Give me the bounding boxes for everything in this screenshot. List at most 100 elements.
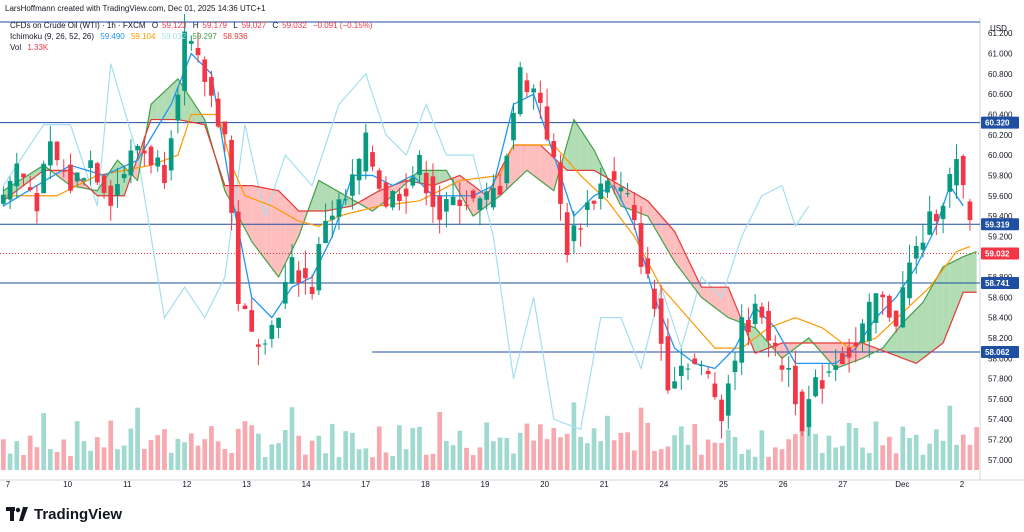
price-tick-label: 58.400 <box>988 314 1013 323</box>
candle-body <box>282 281 288 304</box>
kijun-sen-line <box>3 113 971 349</box>
candle-body <box>752 303 758 325</box>
time-tick-label: 14 <box>302 480 311 489</box>
price-tick-label: 57.200 <box>988 436 1013 445</box>
volume-bar <box>182 442 187 470</box>
ichimoku-cloud-segment <box>245 185 252 242</box>
volume-bar <box>940 440 946 470</box>
volume-label[interactable]: Vol <box>10 43 22 52</box>
candle-body <box>497 185 503 195</box>
ichimoku-cloud-segment <box>694 273 702 298</box>
symbol-name[interactable]: CFDs on Crude Oil (WTI) · 1h · FXCM <box>10 21 146 30</box>
ichimoku-tenkan-value: 59.490 <box>100 32 125 41</box>
candle-body <box>544 106 550 140</box>
volume-bar <box>235 428 241 470</box>
ichimoku-cloud-segment <box>949 260 957 327</box>
candle-body <box>115 184 120 196</box>
candle-body <box>887 295 892 318</box>
volume-bar <box>578 436 583 470</box>
candle-body <box>168 138 174 171</box>
volume-bar <box>309 440 315 470</box>
tradingview-brand[interactable]: TradingView <box>34 505 123 523</box>
candle-body <box>81 178 87 181</box>
candle-body <box>719 399 724 422</box>
candle-body <box>907 262 912 299</box>
volume-bar <box>249 425 255 470</box>
candle-body <box>430 176 436 207</box>
candle-body <box>484 191 489 200</box>
time-tick-label: 2 <box>960 480 965 489</box>
volume-bar <box>692 424 698 470</box>
candle-body <box>235 211 241 304</box>
price-tick-label: 59.600 <box>988 192 1013 201</box>
candle-body <box>611 171 617 181</box>
price-tick-label: 59.400 <box>988 212 1013 221</box>
volume-bar <box>410 427 416 470</box>
volume-bar <box>195 445 201 470</box>
candle-body <box>665 336 671 391</box>
ichimoku-label[interactable]: Ichimoku (9, 26, 52, 26) <box>10 32 95 41</box>
candle-body <box>893 310 899 327</box>
volume-bar <box>511 453 516 470</box>
volume-bar <box>766 456 771 470</box>
candle-body <box>74 172 80 182</box>
horizontal-level-label: 58.062 <box>985 348 1010 357</box>
ichimoku-cloud-segment <box>567 119 574 171</box>
volume-bar <box>81 441 87 470</box>
time-tick-label: 25 <box>719 480 728 489</box>
volume-bar <box>21 455 26 470</box>
volume-bar <box>316 435 322 470</box>
candle-body <box>269 324 275 339</box>
volume-bar <box>793 434 798 470</box>
candle-body <box>34 192 40 212</box>
volume-bar <box>61 439 67 470</box>
candle-body <box>202 59 208 82</box>
candle-body <box>477 198 483 210</box>
ichimoku-cloud-segment <box>721 287 729 318</box>
price-change: −0.091 (−0.15%) <box>312 21 373 30</box>
volume-bar <box>121 445 127 470</box>
candle-body <box>209 77 214 96</box>
candle-body <box>584 202 590 210</box>
volume-bar <box>457 430 463 470</box>
time-tick-label: 24 <box>659 480 668 489</box>
volume-bar <box>887 436 892 470</box>
ichimoku-cloud-segment <box>916 302 923 364</box>
ichimoku-cloud-segment <box>365 194 373 211</box>
candle-body <box>564 212 570 255</box>
volume-bar <box>135 407 140 470</box>
ichimoku-cloud-segment <box>728 287 735 321</box>
ichimoku-cloud-segment <box>909 309 917 364</box>
price-tick-label: 57.400 <box>988 415 1013 424</box>
ichimoku-cloud-segment <box>359 198 366 208</box>
volume-bar <box>625 432 630 470</box>
ohlc-open: O 59.123 <box>151 21 187 30</box>
price-tick-label: 60.000 <box>988 151 1013 160</box>
volume-bar <box>866 452 872 470</box>
price-tick-label: 61.000 <box>988 50 1013 59</box>
candle-body <box>21 173 26 178</box>
volume-bar <box>873 421 879 470</box>
candle-body <box>766 310 771 341</box>
horizontal-level-label: 60.320 <box>985 119 1010 128</box>
time-tick-label: 11 <box>123 480 132 489</box>
ichimoku-cloud-segment <box>164 85 172 120</box>
ichimoku-cloud-segment <box>641 197 648 217</box>
candle-body <box>826 371 832 373</box>
candle-body <box>7 180 13 200</box>
candle-body <box>47 141 53 166</box>
ichimoku-cloud-segment <box>23 173 31 186</box>
candle-body <box>631 205 637 221</box>
candle-body <box>41 163 46 194</box>
volume-bar <box>544 439 550 470</box>
candle-body <box>678 365 684 377</box>
ichimoku-cloud-segment <box>748 325 756 354</box>
ichimoku-cloud-segment <box>573 119 581 171</box>
candle-body <box>27 187 33 191</box>
candle-body <box>598 183 604 200</box>
volume-bar <box>584 443 590 470</box>
ichimoku-cloud-segment <box>882 339 890 354</box>
ichimoku-cloud-segment <box>547 151 554 191</box>
ichimoku-cloud-segment <box>922 290 930 359</box>
